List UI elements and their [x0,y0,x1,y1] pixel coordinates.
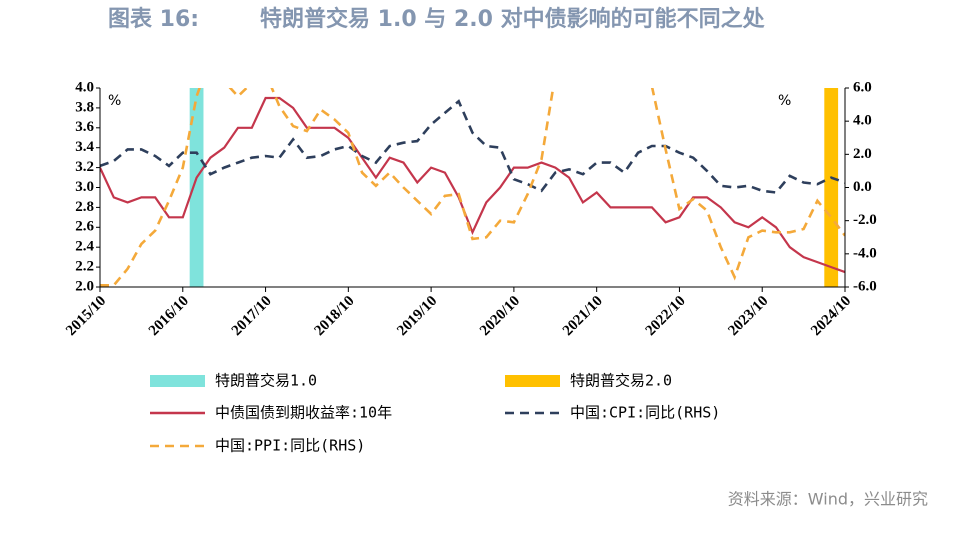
y2-unit: % [778,93,791,109]
x-tick-label: 2021/10 [560,293,606,339]
y-tick-label: 3.0 [75,179,94,195]
y2-tick-label: 4.0 [853,113,872,129]
legend-label: 中国:CPI:同比(RHS) [570,404,720,422]
y-tick-label: 3.6 [75,119,94,135]
legend-label: 特朗普交易2.0 [570,372,672,390]
legend-label: 中国:PPI:同比(RHS) [215,437,365,455]
band [824,88,839,287]
y2-tick-label: 0.0 [853,179,872,195]
y2-tick-label: -2.0 [853,212,877,228]
y-tick-label: 3.4 [75,139,94,155]
bands [189,88,839,287]
x-tick-label: 2024/10 [808,293,854,339]
x-tick-label: 2016/10 [146,293,192,339]
y-tick-label: 2.8 [75,199,94,215]
x-tick-label: 2022/10 [643,293,689,339]
chart-title: 图表 16: [108,7,199,32]
y-tick-label: 3.2 [75,159,94,175]
legend-swatch [505,375,560,387]
lines [100,88,845,287]
y-tick-label: 2.6 [75,219,94,235]
y-tick-label: 2.2 [75,259,94,275]
x-tick-label: 2015/10 [63,293,109,339]
legend-label: 中债国债到期收益率:10年 [215,404,392,422]
series-line [100,99,845,194]
x-tick-label: 2019/10 [394,293,440,339]
x-tick-label: 2018/10 [312,293,358,339]
legend-label: 特朗普交易1.0 [215,372,317,390]
y-tick-label: 3.8 [75,99,94,115]
legend-swatch [150,375,205,387]
source: 资料来源：Wind，兴业研究 [728,490,928,509]
y2-tick-label: 2.0 [853,146,872,162]
chart-subtitle: 特朗普交易 1.0 与 2.0 对中债影响的可能不同之处 [260,6,765,32]
series-line [100,96,845,274]
x-tick-label: 2017/10 [229,293,275,339]
band [189,88,204,287]
x-tick-label: 2023/10 [725,293,771,339]
series-line [100,88,845,287]
y-unit: % [108,93,121,109]
y2-tick-label: 6.0 [853,79,872,95]
y2-tick-label: -6.0 [853,278,877,294]
y-tick-label: 4.0 [75,79,94,95]
x-tick-label: 2020/10 [477,293,523,339]
y-tick-label: 2.0 [75,278,94,294]
y2-tick-label: -4.0 [853,245,877,261]
y-tick-label: 2.4 [75,239,94,255]
